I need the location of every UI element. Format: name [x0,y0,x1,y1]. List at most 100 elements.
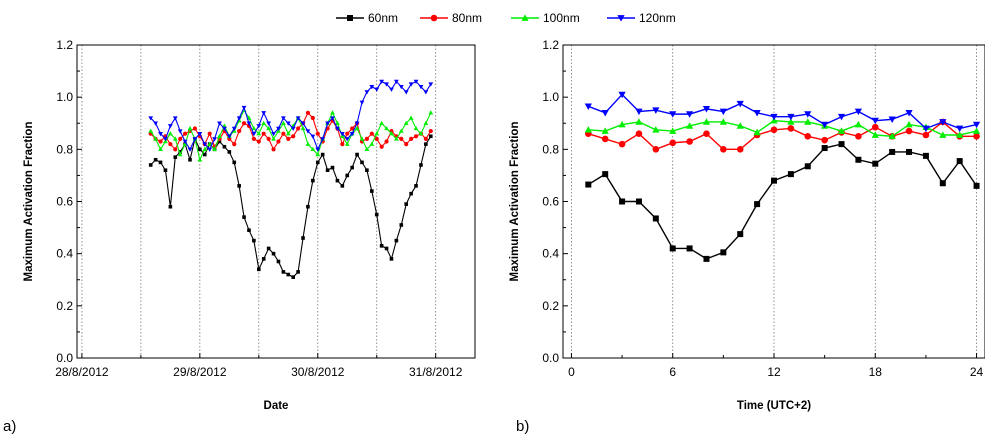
data-point-120nm [393,79,399,85]
data-point-120nm [344,137,350,142]
data-point-100nm [428,110,434,115]
series-line-100nm [588,119,977,138]
data-point-80nm [855,132,862,140]
data-point-120nm [804,111,812,118]
data-point-120nm [197,131,203,137]
data-point-60nm [602,171,609,178]
data-point-120nm [222,126,227,131]
data-point-80nm [736,146,744,153]
data-point-120nm [821,121,829,129]
data-point-60nm [325,168,330,172]
data-point-120nm [266,121,272,126]
data-point-80nm [787,125,795,132]
data-point-80nm [350,126,355,131]
data-point-60nm [237,184,241,188]
data-point-80nm [241,121,247,126]
data-point-100nm [330,110,335,115]
data-point-80nm [720,146,727,153]
data-point-100nm [285,131,291,136]
data-point-100nm [601,127,609,134]
data-point-80nm [871,123,879,131]
data-point-120nm [310,134,316,139]
data-point-80nm [635,130,643,137]
x-tick-label: 12 [767,365,781,379]
data-point-60nm [266,246,271,251]
data-point-120nm [231,126,237,131]
x-tick-label: 0 [568,365,575,379]
data-point-100nm [379,120,385,125]
data-point-60nm [153,157,158,162]
data-point-60nm [202,152,207,157]
data-point-60nm [389,257,394,261]
data-point-60nm [585,181,592,188]
data-point-120nm [271,131,276,137]
panel-b-y-axis: 0.0 0.2 0.4 0.6 0.8 1.0 1.2 [542,38,568,365]
data-point-120nm [418,85,424,90]
legend-label-60nm: 60nm [368,11,398,25]
data-point-120nm [408,82,414,87]
data-point-120nm [172,116,178,121]
panel-b-x-axis: 0 6 12 18 24 [568,353,984,379]
data-point-100nm [305,141,311,146]
data-point-60nm [261,257,266,261]
data-point-60nm [252,238,256,243]
panel-b-label: b) [516,418,529,435]
data-point-100nm [197,157,203,162]
data-point-80nm [345,131,350,136]
data-point-120nm [837,113,846,121]
data-point-60nm [350,165,354,170]
legend-label-80nm: 80nm [452,11,482,25]
x-tick-label: 29/8/2012 [173,365,227,379]
data-point-60nm [804,163,811,170]
data-point-80nm [601,135,609,143]
data-point-80nm [618,140,626,148]
data-point-60nm [652,215,659,222]
data-point-80nm [286,136,291,141]
y-tick-label: 0.2 [542,299,559,313]
data-point-60nm [906,148,913,155]
legend-marker-120nm [617,15,625,22]
data-point-120nm [702,106,711,113]
data-point-60nm [217,139,222,144]
data-point-100nm [413,125,419,131]
data-point-120nm [413,79,419,85]
y-tick-label: 0.6 [542,195,559,209]
data-point-80nm [281,131,286,136]
data-point-100nm [266,125,272,131]
data-point-60nm [320,152,325,157]
panel-a-y-axis: 0.0 0.2 0.4 0.6 0.8 1.0 1.2 [56,38,82,365]
data-point-100nm [939,131,947,138]
data-point-80nm [173,147,178,152]
data-point-60nm [737,231,744,238]
data-point-120nm [153,121,159,126]
x-tick-label: 30/8/2012 [291,365,345,379]
data-point-120nm [359,100,365,105]
data-point-60nm [227,150,232,154]
x-tick-label: 28/8/2012 [55,365,109,379]
data-point-60nm [281,270,286,274]
data-point-100nm [972,127,981,134]
data-point-120nm [280,116,286,121]
data-point-60nm [345,173,350,178]
data-point-120nm [325,121,330,126]
panel-a-x-axis-title: Date [264,400,289,412]
data-point-120nm [305,129,311,134]
x-tick-label: 31/8/2012 [409,365,463,379]
data-point-120nm [379,79,385,85]
panel-a-x-axis: 28/8/2012 29/8/2012 30/8/2012 31/8/2012 [55,353,463,379]
data-point-60nm [163,168,168,172]
data-point-80nm [409,136,414,141]
data-point-120nm [148,116,154,121]
data-point-60nm [404,202,409,206]
data-point-80nm [804,132,812,140]
data-point-100nm [153,136,159,141]
panel-b: 0.0 0.2 0.4 0.6 0.8 1.0 1.2 0 6 12 18 24 Maximum A… [509,38,985,435]
data-point-100nm [584,126,592,133]
data-point-80nm [423,136,428,141]
data-point-80nm [413,134,419,139]
data-point-80nm [669,139,677,147]
series-line-120nm [150,80,432,151]
data-point-120nm [635,108,643,116]
data-point-60nm [821,145,828,152]
data-point-60nm [315,160,320,165]
